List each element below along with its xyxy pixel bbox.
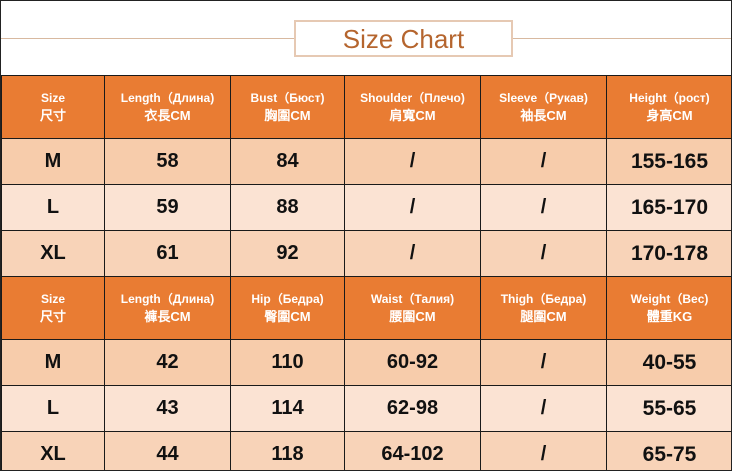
table-cell: / bbox=[480, 230, 607, 277]
top-table-header-row: Size 尺寸 Length（Длина) 衣長CM Bust（Бюст) 胸圍CM Sho… bbox=[1, 75, 731, 139]
table-row: L 43 114 62-98/55-65 bbox=[1, 385, 731, 432]
table-cell: M bbox=[1, 339, 105, 386]
table-cell: 114 bbox=[230, 385, 345, 432]
header-zh: 體重KG bbox=[646, 309, 693, 324]
header-zh: 袖長CM bbox=[520, 108, 567, 123]
table-cell: 92 bbox=[230, 230, 345, 277]
table-cell: 155-165 bbox=[606, 138, 731, 185]
table-cell: 44 bbox=[104, 431, 231, 470]
header-zh: 褲長CM bbox=[144, 309, 191, 324]
header-zh: 尺寸 bbox=[39, 108, 66, 123]
table-cell: 84 bbox=[230, 138, 345, 185]
header-en: Shoulder（Плечо) bbox=[360, 91, 465, 105]
chart-title: Size Chart bbox=[294, 20, 513, 57]
table-cell: 165-170 bbox=[606, 184, 731, 231]
table-cell: / bbox=[344, 184, 481, 231]
table-cell: / bbox=[480, 431, 607, 470]
column-header: Size 尺寸 bbox=[1, 75, 105, 139]
table-cell: 65-75 bbox=[606, 431, 731, 470]
table-cell: 118 bbox=[230, 431, 345, 470]
table-row: L 59 88//165-170 bbox=[1, 184, 731, 231]
table-cell: 88 bbox=[230, 184, 345, 231]
header-zh: 腰圍CM bbox=[389, 309, 436, 324]
table-row: M 42 110 60-92/40-55 bbox=[1, 339, 731, 386]
table-row: M 58 84//155-165 bbox=[1, 138, 731, 185]
table-cell: 61 bbox=[104, 230, 231, 277]
column-header: Height（рост) 身高CM bbox=[606, 75, 731, 139]
table-cell: 42 bbox=[104, 339, 231, 386]
column-header: Bust（Бюст) 胸圍CM bbox=[230, 75, 345, 139]
table-cell: L bbox=[1, 385, 105, 432]
column-header: Thigh（Бедра) 腿圍CM bbox=[480, 276, 607, 340]
column-header: Length（Длина) 衣長CM bbox=[104, 75, 231, 139]
header-en: Length（Длина) bbox=[120, 292, 215, 306]
header-en: Waist（Талия) bbox=[370, 292, 455, 306]
table-cell: / bbox=[480, 184, 607, 231]
header-en: Thigh（Бедра) bbox=[500, 292, 587, 306]
table-cell: / bbox=[480, 138, 607, 185]
column-header: Hip（Бедра) 臀圍CM bbox=[230, 276, 345, 340]
header-zh: 肩寬CM bbox=[389, 108, 436, 123]
header-en: Size bbox=[40, 292, 65, 306]
table-cell: 55-65 bbox=[606, 385, 731, 432]
table-cell: 58 bbox=[104, 138, 231, 185]
table-cell: M bbox=[1, 138, 105, 185]
header-en: Length（Длина) bbox=[120, 91, 215, 105]
table-cell: 60-92 bbox=[344, 339, 481, 386]
header-en: Height（рост) bbox=[629, 91, 710, 105]
header-zh: 身高CM bbox=[646, 108, 693, 123]
column-header: Length（Длина) 褲長CM bbox=[104, 276, 231, 340]
table-cell: 59 bbox=[104, 184, 231, 231]
column-header: Shoulder（Плечо) 肩寬CM bbox=[344, 75, 481, 139]
header-zh: 臀圍CM bbox=[264, 309, 311, 324]
column-header: Sleeve（Рукав) 袖長CM bbox=[480, 75, 607, 139]
table-cell: 110 bbox=[230, 339, 345, 386]
table-cell: L bbox=[1, 184, 105, 231]
table-cell: / bbox=[344, 138, 481, 185]
header-zh: 衣長CM bbox=[144, 108, 191, 123]
table-cell: 64-102 bbox=[344, 431, 481, 470]
header-zh: 腿圍CM bbox=[520, 309, 567, 324]
header-en: Bust（Бюст) bbox=[250, 91, 325, 105]
header-zh: 尺寸 bbox=[39, 309, 66, 324]
header-zh: 胸圍CM bbox=[264, 108, 311, 123]
table-cell: / bbox=[480, 339, 607, 386]
table-cell: XL bbox=[1, 431, 105, 470]
header-en: Size bbox=[40, 91, 65, 105]
table-cell: 62-98 bbox=[344, 385, 481, 432]
header-en: Weight（Bec) bbox=[630, 292, 709, 306]
table-cell: / bbox=[480, 385, 607, 432]
bottom-table-header-row: Size 尺寸 Length（Длина) 褲長CM Hip（Бедра) 臀圍CM Wai… bbox=[1, 276, 731, 340]
header-en: Hip（Бедра) bbox=[251, 292, 324, 306]
table-cell: XL bbox=[1, 230, 105, 277]
title-divider-left bbox=[1, 38, 294, 39]
table-cell: 43 bbox=[104, 385, 231, 432]
column-header: Waist（Талия) 腰圍CM bbox=[344, 276, 481, 340]
table-cell: 40-55 bbox=[606, 339, 731, 386]
table-row: XL 44 118 64-102/65-75 bbox=[1, 431, 731, 470]
table-cell: 170-178 bbox=[606, 230, 731, 277]
column-header: Weight（Bec) 體重KG bbox=[606, 276, 731, 340]
size-table: Size 尺寸 Length（Длина) 衣長CM Bust（Бюст) 胸圍CM Sho… bbox=[1, 75, 731, 470]
table-cell: / bbox=[344, 230, 481, 277]
header-en: Sleeve（Рукав) bbox=[499, 91, 588, 105]
title-divider-right bbox=[513, 38, 731, 39]
column-header: Size 尺寸 bbox=[1, 276, 105, 340]
table-row: XL 61 92//170-178 bbox=[1, 230, 731, 277]
